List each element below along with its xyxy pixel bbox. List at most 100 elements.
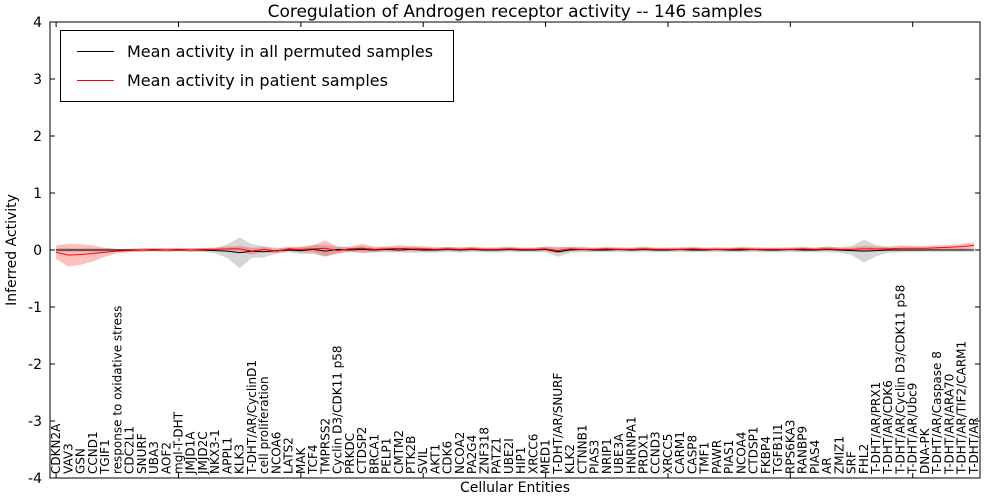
x-tick-label: CARM1 xyxy=(673,431,687,474)
x-tick-label: cell proliferation xyxy=(257,376,271,474)
x-tick-label: PIAS4 xyxy=(808,440,822,474)
x-tick-label: JMJD1A xyxy=(184,431,198,475)
x-tick-label: TCF4 xyxy=(306,444,320,475)
y-tick-label: 0 xyxy=(33,243,42,259)
x-tick-label: T-DHT/AR/Cyclin D3/CDK11 p58 xyxy=(894,285,908,475)
x-tick-label: FKBP4 xyxy=(759,436,773,474)
x-tick-label: PRKDC xyxy=(343,433,357,474)
chart-title: Coregulation of Androgen receptor activi… xyxy=(267,2,763,22)
x-tick-label: PIAS3 xyxy=(588,440,602,474)
x-tick-label: T-DHT/AR xyxy=(967,417,981,475)
x-tick-label: SVIL xyxy=(416,448,430,474)
legend-label-patient: Mean activity in patient samples xyxy=(127,71,388,90)
x-tick-label: PRDX1 xyxy=(637,433,651,474)
x-tick-label: PAWR xyxy=(710,440,724,474)
y-tick-label: -3 xyxy=(28,414,42,430)
x-tick-label: ZMIZ1 xyxy=(832,436,846,474)
x-tick-label: FHL2 xyxy=(857,444,871,474)
x-tick-label: CTDSP2 xyxy=(355,427,369,474)
x-tick-label: CTDSP1 xyxy=(747,427,761,474)
x-tick-label: UBE3A xyxy=(612,433,626,474)
x-tick-label: PELP1 xyxy=(380,438,394,474)
x-tick-label: NCOA6 xyxy=(269,432,283,474)
legend-label-permuted: Mean activity in all permuted samples xyxy=(127,42,434,61)
legend-entry-patient: Mean activity in patient samples xyxy=(77,66,433,95)
x-tick-label: T-DHT/AR/Ubc9 xyxy=(906,383,920,475)
x-tick-label: MED1 xyxy=(539,439,553,474)
legend-line-patient-icon xyxy=(77,80,114,81)
x-tick-label: MAK xyxy=(294,446,308,474)
x-tick-label: AKT1 xyxy=(429,444,443,474)
x-tick-label: RANBP9 xyxy=(796,426,810,474)
x-tick-label: CDC2L1 xyxy=(123,426,137,474)
x-tick-label: UBE2I xyxy=(502,438,516,474)
series-band-permuted xyxy=(56,237,974,269)
legend-line-permuted-icon xyxy=(77,51,114,52)
x-tick-label: DNA-PK xyxy=(918,427,932,474)
x-tick-label: PATZ1 xyxy=(490,437,504,474)
x-tick-label: VAV3 xyxy=(61,443,75,474)
series-line-permuted xyxy=(56,248,974,254)
y-tick-label: 4 xyxy=(33,15,42,31)
x-tick-label: ZNF318 xyxy=(477,427,491,474)
x-tick-label: KLK2 xyxy=(563,444,577,474)
x-tick-label: T-DHT/AR/CyclinD1 xyxy=(245,360,259,475)
x-tick-label: RPS6KA3 xyxy=(783,420,797,474)
x-tick-label: NRIP1 xyxy=(600,438,614,474)
x-tick-label: PIAS1 xyxy=(722,440,736,474)
x-tick-label: TGIF1 xyxy=(98,439,112,475)
x-tick-label: SNURF xyxy=(135,433,149,474)
x-tick-label: mgl-T-DHT xyxy=(172,411,186,474)
x-tick-label: T-DHT/AR/ARA70 xyxy=(942,374,956,475)
y-tick-label: -1 xyxy=(28,300,42,316)
x-tick-label: response to oxidative stress xyxy=(110,306,124,474)
x-tick-label: CCND1 xyxy=(86,431,100,474)
y-tick-label: 1 xyxy=(33,186,42,202)
x-tick-label: JMJD2C xyxy=(196,431,210,475)
x-tick-label: Cyclin D3/CDK11 p58 xyxy=(331,345,345,474)
x-tick-label: APPL1 xyxy=(220,437,234,474)
series-line-patient xyxy=(55,244,974,256)
x-tick-label: T-DHT/AR/PRX1 xyxy=(869,382,883,475)
x-tick-label: T-DHT/AR/SNURF xyxy=(551,373,565,476)
legend: Mean activity in all permuted samples Me… xyxy=(60,30,455,102)
x-tick-label: SRF xyxy=(845,451,859,474)
series-band-patient xyxy=(56,240,974,267)
x-tick-label: XRCC5 xyxy=(661,434,675,474)
x-tick-label: T-DHT/AR/CDK6 xyxy=(881,380,895,475)
x-tick-label: NKX3-1 xyxy=(208,429,222,474)
x-tick-label: HIP1 xyxy=(514,447,528,474)
x-tick-label: BRCA1 xyxy=(367,434,381,474)
x-tick-label: XRCC6 xyxy=(526,434,540,474)
x-tick-label: CMTM2 xyxy=(392,430,406,474)
y-tick-label: 3 xyxy=(33,72,42,88)
x-tick-label: GSN xyxy=(74,448,88,474)
x-tick-label: KLK3 xyxy=(233,444,247,474)
x-tick-label: PTK2B xyxy=(404,436,418,474)
x-tick-label: CDKN2A xyxy=(49,423,63,474)
x-tick-label: T-DHT/AR/TIF2/CARM1 xyxy=(955,341,969,475)
x-tick-label: NCOA2 xyxy=(453,432,467,474)
x-tick-label: TMF1 xyxy=(698,442,712,475)
x-tick-label: NCOA4 xyxy=(734,432,748,474)
x-tick-label: PA2G4 xyxy=(465,435,479,474)
x-tick-label: AOF2 xyxy=(159,442,173,474)
x-tick-label: CDK6 xyxy=(441,441,455,474)
y-tick-label: 2 xyxy=(33,129,42,145)
x-tick-label: CASP8 xyxy=(685,435,699,474)
x-axis-label: Cellular Entities xyxy=(459,480,571,496)
x-tick-label: T-DHT/AR/Caspase 8 xyxy=(930,351,944,475)
x-tick-label: CTNNB1 xyxy=(575,424,589,474)
y-axis-label: Inferred Activity xyxy=(4,194,20,306)
y-tick-label: -4 xyxy=(28,471,42,487)
x-tick-label: HNRNPA1 xyxy=(624,416,638,474)
y-tick-label: -2 xyxy=(28,357,42,373)
x-tick-label: TGFB1I1 xyxy=(771,423,785,475)
legend-entry-permuted: Mean activity in all permuted samples xyxy=(77,37,433,66)
x-tick-label: AR xyxy=(820,457,834,474)
x-tick-label: UBA3 xyxy=(147,441,161,474)
x-tick-label: LATS2 xyxy=(282,437,296,474)
x-tick-label: TMPRSS2 xyxy=(318,418,332,475)
